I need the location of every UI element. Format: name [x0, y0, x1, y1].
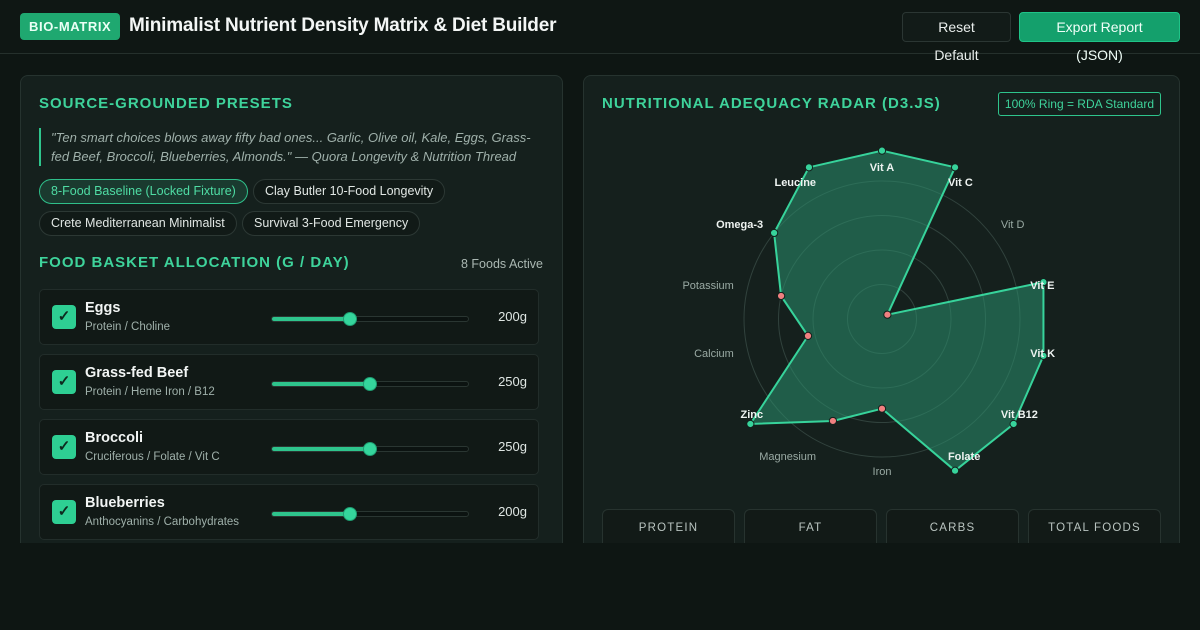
check-icon[interactable]: ✓ — [52, 370, 76, 394]
reset-default-button[interactable]: Reset Default — [902, 12, 1011, 63]
preset-chip-crete-mediterranean[interactable]: Crete Mediterranean Minimalist — [39, 211, 237, 236]
food-row-eggs: ✓ Eggs Protein / Choline 200g — [39, 289, 539, 345]
active-foods-count: 8 Foods Active — [461, 257, 543, 271]
export-report-button[interactable]: Export Report (JSON) — [1019, 12, 1180, 63]
slider-thumb[interactable] — [343, 312, 358, 326]
presets-panel: SOURCE-GROUNDED PRESETS "Ten smart choic… — [20, 75, 563, 555]
slider-thumb[interactable] — [363, 377, 377, 391]
radar-point — [770, 228, 779, 238]
food-amount-slider[interactable] — [271, 442, 469, 456]
food-grams: 250g — [498, 374, 527, 389]
radar-axis-label: Omega-3 — [716, 219, 763, 231]
presets-title: SOURCE-GROUNDED PRESETS — [39, 95, 293, 112]
radar-point — [950, 466, 960, 475]
food-grams: 250g — [498, 439, 527, 454]
radar-point — [1039, 351, 1048, 360]
food-grams: 200g — [498, 504, 527, 519]
radar-axis-label: Folate — [948, 451, 980, 463]
radar-point — [877, 404, 887, 413]
radar-axis-label: Zinc — [741, 409, 764, 421]
radar-point — [1039, 278, 1048, 287]
food-name: Blueberries — [85, 495, 165, 511]
top-bar: BIO-MATRIX Minimalist Nutrient Density M… — [0, 0, 1200, 63]
rda-standard-badge: 100% Ring = RDA Standard — [997, 92, 1161, 116]
radar-panel: NUTRITIONAL ADEQUACY RADAR (D3.JS) 100% … — [583, 75, 1180, 569]
food-amount-slider[interactable] — [271, 377, 469, 391]
radar-axis-label: Vit E — [1030, 280, 1054, 292]
radar-axis-label: Vit D — [1001, 219, 1025, 231]
radar-axis-label: Iron — [873, 466, 892, 478]
stat-label: PROTEIN — [638, 522, 699, 534]
slider-fill — [272, 382, 370, 386]
food-description: Protein / Heme Iron / B12 — [85, 386, 215, 398]
slider-thumb[interactable] — [363, 442, 377, 456]
preset-chip-8-food-baseline[interactable]: 8-Food Baseline (Locked Fixture) — [39, 179, 248, 204]
radar-axis-label: Leucine — [774, 177, 816, 189]
radar-axis-label: Vit K — [1030, 348, 1055, 360]
basket-title: FOOD BASKET ALLOCATION (G / DAY) — [39, 254, 350, 271]
radar-axis-label: Vit A — [870, 162, 895, 174]
food-amount-slider[interactable] — [271, 507, 469, 521]
preset-chip-survival-3-food[interactable]: Survival 3-Food Emergency — [242, 211, 421, 236]
app-title: Minimalist Nutrient Density Matrix & Die… — [129, 15, 557, 36]
radar-area — [748, 149, 1045, 472]
stat-label: CARBS — [929, 522, 976, 534]
food-row-grass-fed-beef: ✓ Grass-fed Beef Protein / Heme Iron / B… — [39, 354, 539, 410]
radar-point — [803, 331, 813, 340]
radar-point — [1009, 419, 1018, 429]
slider-thumb[interactable] — [343, 507, 358, 521]
check-icon[interactable]: ✓ — [52, 500, 76, 524]
radar-axis-label: Potassium — [682, 280, 733, 292]
preset-chip-clay-butler[interactable]: Clay Butler 10-Food Longevity — [253, 179, 446, 204]
page-footer-area — [0, 543, 1200, 630]
stat-label: FAT — [798, 522, 823, 534]
radar-title: NUTRITIONAL ADEQUACY RADAR (D3.JS) — [602, 95, 941, 112]
food-name: Eggs — [85, 300, 121, 316]
slider-fill — [272, 447, 370, 451]
radar-point — [828, 416, 838, 426]
radar-point — [883, 310, 892, 319]
radar-axis-label: Calcium — [694, 348, 734, 360]
slider-fill — [272, 317, 351, 321]
radar-axis-label: Magnesium — [759, 451, 816, 463]
food-row-blueberries: ✓ Blueberries Anthocyanins / Carbohydrat… — [39, 484, 539, 540]
check-icon[interactable]: ✓ — [52, 305, 76, 329]
radar-point — [877, 146, 887, 155]
food-description: Anthocyanins / Carbohydrates — [85, 516, 240, 528]
food-row-broccoli: ✓ Broccoli Cruciferous / Folate / Vit C … — [39, 419, 539, 475]
food-description: Protein / Choline — [85, 321, 171, 333]
radar-axis-label: Vit B12 — [1001, 409, 1038, 421]
food-name: Broccoli — [85, 430, 144, 446]
slider-fill — [272, 512, 351, 516]
radar-point — [804, 163, 814, 172]
stat-label: TOTAL FOODS — [1048, 522, 1141, 534]
nutrient-radar-chart: Vit A Vit C Vit D Vit E Vit K Vit B12 Folate Ir… — [682, 146, 1055, 478]
brand-badge: BIO-MATRIX — [20, 13, 121, 40]
check-icon[interactable]: ✓ — [52, 435, 76, 459]
food-name: Grass-fed Beef — [85, 365, 189, 381]
source-quote: "Ten smart choices blows away fifty bad … — [39, 128, 547, 166]
radar-axis-label: Vit C — [948, 177, 973, 189]
food-description: Cruciferous / Folate / Vit C — [85, 451, 220, 463]
radar-point — [746, 419, 755, 429]
radar-point — [776, 291, 786, 301]
food-grams: 200g — [498, 309, 527, 324]
food-amount-slider[interactable] — [271, 312, 469, 326]
radar-point — [950, 163, 960, 172]
